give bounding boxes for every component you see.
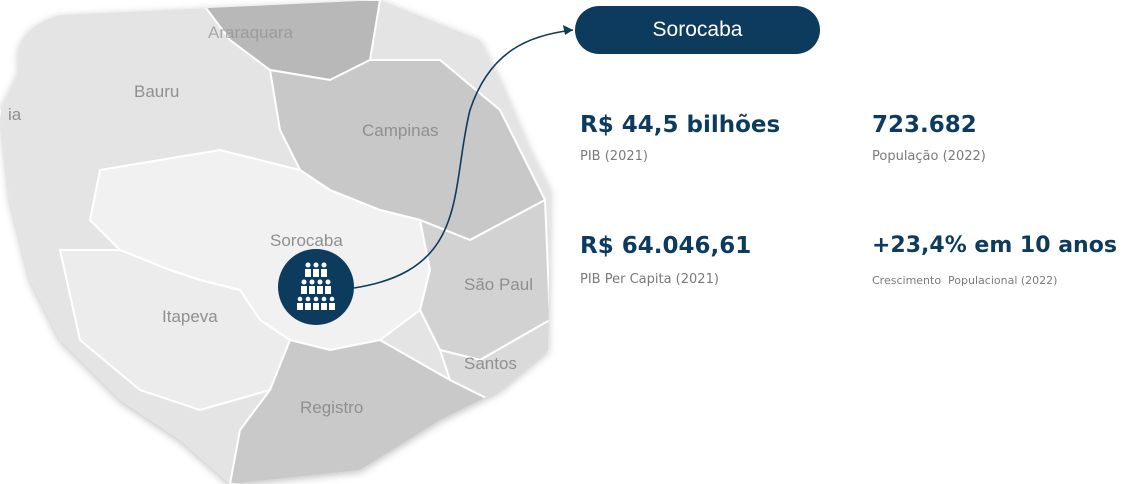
stat-value: +23,4% em 10 anos — [872, 233, 1117, 258]
stat-label: Crescimento Populacional (2022) — [872, 274, 1058, 287]
map-label: Registro — [300, 398, 363, 417]
stat-label: PIB (2021) — [580, 149, 648, 164]
stat-label: PIB Per Capita (2021) — [580, 272, 719, 287]
connector-arrow — [353, 29, 574, 289]
map-label: Santos — [464, 354, 517, 373]
callout-title: Sorocaba — [575, 6, 820, 54]
map-label: Araraquara — [208, 23, 294, 42]
map-label: ia — [8, 105, 22, 124]
arrow-head — [563, 25, 573, 35]
map-label: Sorocaba — [270, 231, 343, 250]
population-icon — [297, 262, 335, 310]
population-icon-bg — [278, 249, 354, 325]
map-label: Itapeva — [162, 307, 218, 326]
map-label: Campinas — [362, 121, 439, 140]
stat-value: 723.682 — [872, 112, 977, 138]
stat-value: R$ 44,5 bilhões — [580, 112, 781, 138]
stat-label: População (2022) — [872, 149, 986, 164]
map-label: Bauru — [134, 82, 179, 101]
stat-value: R$ 64.046,61 — [580, 233, 752, 259]
map-label: São Paul — [464, 275, 533, 294]
map-shape — [0, 0, 550, 484]
